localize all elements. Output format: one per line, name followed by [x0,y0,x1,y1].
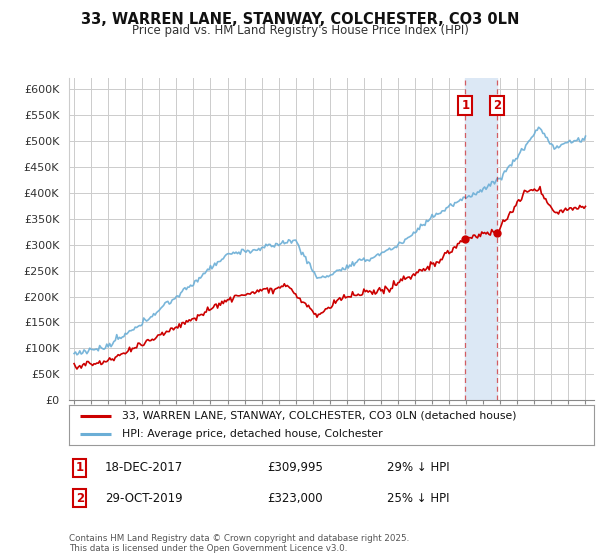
Text: £309,995: £309,995 [267,461,323,474]
Text: 25% ↓ HPI: 25% ↓ HPI [387,492,449,505]
Text: £323,000: £323,000 [267,492,323,505]
Text: 18-DEC-2017: 18-DEC-2017 [105,461,183,474]
Text: 1: 1 [461,99,470,112]
Text: Contains HM Land Registry data © Crown copyright and database right 2025.
This d: Contains HM Land Registry data © Crown c… [69,534,409,553]
Text: 33, WARREN LANE, STANWAY, COLCHESTER, CO3 0LN: 33, WARREN LANE, STANWAY, COLCHESTER, CO… [81,12,519,27]
Text: 33, WARREN LANE, STANWAY, COLCHESTER, CO3 0LN (detached house): 33, WARREN LANE, STANWAY, COLCHESTER, CO… [121,411,516,421]
Text: 29% ↓ HPI: 29% ↓ HPI [387,461,449,474]
Text: Price paid vs. HM Land Registry's House Price Index (HPI): Price paid vs. HM Land Registry's House … [131,24,469,37]
Bar [466,78,497,400]
Text: 1: 1 [76,461,84,474]
Text: 2: 2 [76,492,84,505]
Text: 29-OCT-2019: 29-OCT-2019 [105,492,182,505]
Text: 2: 2 [493,99,502,112]
Text: HPI: Average price, detached house, Colchester: HPI: Average price, detached house, Colc… [121,430,382,439]
